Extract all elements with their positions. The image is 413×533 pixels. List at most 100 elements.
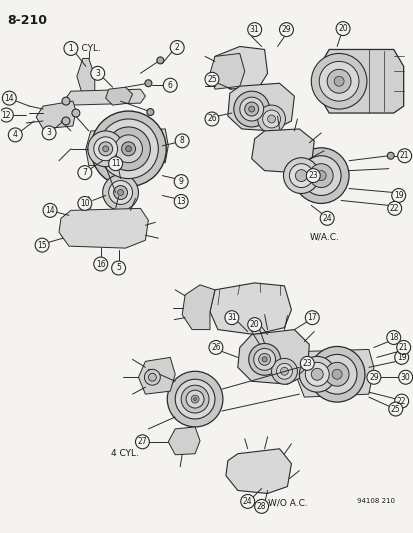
Circle shape [398,370,412,384]
Text: 8: 8 [179,136,184,146]
Circle shape [331,369,341,379]
Text: 17: 17 [307,313,316,322]
Circle shape [239,97,263,121]
Text: 5: 5 [116,263,121,272]
Circle shape [42,126,56,140]
Text: 3: 3 [95,69,100,78]
Text: 28: 28 [256,502,266,511]
Polygon shape [168,427,199,455]
Circle shape [0,108,13,122]
Text: 21: 21 [399,151,408,160]
Circle shape [326,69,350,93]
Text: 4 CYL.: 4 CYL. [73,44,100,53]
Circle shape [283,158,318,193]
Text: 6: 6 [167,80,172,90]
Circle shape [170,41,184,54]
Circle shape [90,66,104,80]
Circle shape [394,350,408,365]
Text: 4 CYL.: 4 CYL. [110,449,138,458]
Circle shape [391,189,405,203]
Circle shape [267,115,275,123]
Text: 19: 19 [393,191,403,200]
Circle shape [174,195,188,208]
Circle shape [300,357,313,370]
Circle shape [163,78,177,92]
Text: 11: 11 [111,159,120,168]
Polygon shape [297,350,373,397]
Text: 30: 30 [400,373,410,382]
Text: 25: 25 [390,405,399,414]
Text: 94108 210: 94108 210 [356,498,394,504]
Text: 15: 15 [37,240,47,249]
Circle shape [289,164,313,188]
Circle shape [247,22,261,37]
Text: 23: 23 [302,359,311,368]
Circle shape [306,168,320,183]
Circle shape [121,142,135,156]
Circle shape [240,495,254,508]
Circle shape [388,402,402,416]
Circle shape [301,156,340,196]
Circle shape [254,499,268,513]
Circle shape [276,364,292,379]
Polygon shape [209,53,244,89]
Circle shape [145,80,152,87]
Text: 26: 26 [211,343,220,352]
Circle shape [325,362,348,386]
Circle shape [102,175,138,211]
Circle shape [333,76,343,86]
Polygon shape [318,50,403,113]
Circle shape [316,354,356,394]
Circle shape [117,190,123,196]
Circle shape [147,109,154,116]
Circle shape [93,257,107,271]
Circle shape [335,22,349,36]
Polygon shape [85,129,168,166]
Circle shape [397,149,411,163]
Polygon shape [209,283,291,335]
Polygon shape [225,449,291,494]
Circle shape [193,398,196,401]
Text: 12: 12 [2,110,11,119]
Text: 23: 23 [308,171,317,180]
Circle shape [244,102,258,116]
Circle shape [175,379,214,419]
Text: 29: 29 [368,373,378,382]
Text: 21: 21 [398,343,408,352]
Text: 9: 9 [178,177,183,186]
Text: 18: 18 [388,333,398,342]
Circle shape [181,385,209,413]
Circle shape [309,346,364,402]
Text: 13: 13 [176,197,185,206]
Circle shape [318,61,358,101]
Circle shape [295,169,306,182]
Text: 22: 22 [389,204,399,213]
Circle shape [107,127,150,171]
Text: 29: 29 [281,25,291,34]
Circle shape [135,435,149,449]
Circle shape [90,111,166,187]
Polygon shape [214,46,267,89]
Text: 8-210: 8-210 [7,14,47,27]
Circle shape [148,373,156,381]
Circle shape [35,238,49,252]
Text: 20: 20 [337,24,347,33]
Text: 7: 7 [82,168,87,177]
Text: 14: 14 [45,206,55,215]
Circle shape [113,185,127,199]
Circle shape [271,358,297,384]
Circle shape [386,152,393,159]
Text: 31: 31 [249,25,259,34]
Circle shape [311,53,366,109]
Polygon shape [36,101,76,129]
Text: 16: 16 [96,260,105,269]
Circle shape [394,394,408,408]
Circle shape [102,146,108,152]
Circle shape [2,91,16,105]
Circle shape [186,390,204,408]
Polygon shape [77,59,95,96]
Circle shape [309,164,332,188]
Text: 31: 31 [226,313,236,322]
Text: 14: 14 [5,94,14,103]
Circle shape [204,112,218,126]
